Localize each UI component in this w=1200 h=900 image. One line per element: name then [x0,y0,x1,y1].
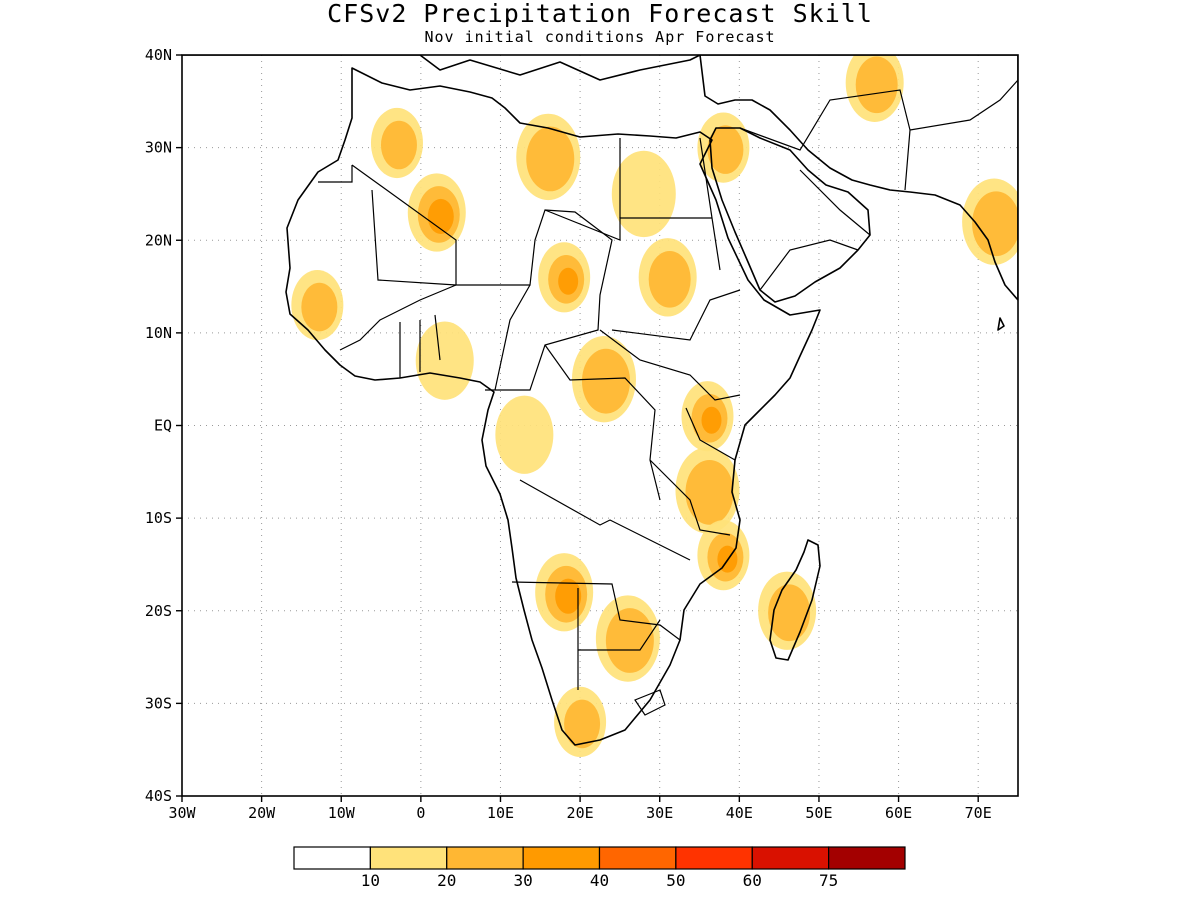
colorbar-label: 20 [437,871,456,890]
skill-region [962,178,1018,265]
africa-coastline [285,67,821,746]
asia-coastline [699,55,1018,301]
skill-region [516,113,581,201]
lon-tick-label: 10W [328,804,356,822]
skill-region [495,395,554,474]
colorbar-swatch [522,846,601,870]
skill-region [697,112,750,183]
skill-region [697,520,750,591]
colorbar-label: 50 [666,871,685,890]
lon-tick-label: 40E [726,804,753,822]
lat-tick-label: 30N [145,139,172,157]
skill-region [595,595,660,682]
axis-ticks: 30W 20W 10W 0 10E 20E 30E 40E 50E 60E 70E 40N 30N 20N… [145,46,992,822]
colorbar-label: 60 [743,871,762,890]
skill-region [370,107,423,179]
chart-title: CFSv2 Precipitation Forecast Skill [327,0,873,28]
lat-tick-label: 30S [145,694,172,712]
colorbar-label: 30 [513,871,532,890]
map-frame [181,54,1019,797]
skill-region [407,173,466,252]
chart-subtitle: Nov initial conditions Apr Forecast [424,28,776,46]
skill-region [611,150,676,238]
lon-tick-label: 30E [646,804,673,822]
lat-tick-label: 20N [145,231,172,249]
skill-region [554,686,607,758]
skill-region [535,553,594,632]
colorbar-label: 40 [590,871,609,890]
colorbar-swatch [598,846,677,870]
colorbar-swatch [369,846,448,870]
lon-tick-label: 50E [805,804,832,822]
skill-region [291,269,344,341]
lon-tick-label: 20W [248,804,276,822]
lon-tick-label: 30W [168,804,196,822]
colorbar-label: 75 [819,871,838,890]
arabia-coastline [709,127,871,303]
lon-tick-label: 60E [885,804,912,822]
lat-tick-label: 40N [145,46,172,64]
colorbar-swatch [751,846,830,870]
colorbar-swatch [675,846,753,870]
skill-region [845,55,904,122]
lon-tick-label: 10E [487,804,514,822]
colorbar-swatch [446,846,524,870]
lat-tick-label: 40S [145,787,172,805]
lat-tick-label: EQ [154,417,172,435]
skill-region [675,447,740,534]
country-borders [318,79,1018,716]
colorbar-swatch [293,846,371,870]
skill-region [638,238,697,317]
colorbar-swatch [828,846,906,870]
lon-tick-label: 20E [567,804,594,822]
skill-region [415,321,474,400]
lon-tick-label: 0 [416,804,425,822]
lon-tick-label: 70E [965,804,992,822]
lat-tick-label: 20S [145,602,172,620]
europe-coastline [182,55,701,81]
skill-region [538,242,591,313]
lat-tick-label: 10N [145,324,172,342]
colorbar: 10 20 30 40 50 60 75 [293,846,906,890]
colorbar-label: 10 [361,871,380,890]
graticule [182,55,1018,796]
madagascar-coastline [769,539,821,661]
skill-shading [291,55,1018,758]
coastlines [182,55,1018,746]
lat-tick-label: 10S [145,509,172,527]
